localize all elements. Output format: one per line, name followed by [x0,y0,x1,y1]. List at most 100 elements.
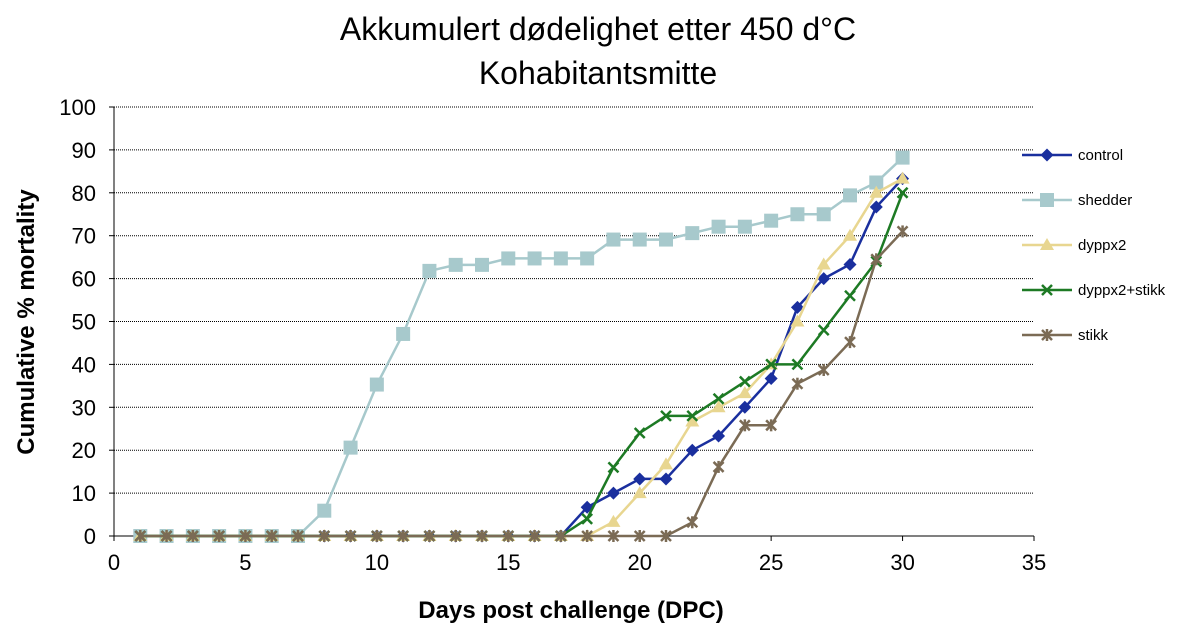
data-point [843,228,857,241]
series-dyppx2+stikk [134,186,909,542]
data-point [869,200,883,214]
series-line [140,230,904,538]
data-point [606,514,621,527]
legend-marker [1041,284,1053,296]
data-point [659,457,673,470]
data-point [765,358,778,371]
y-tick-label: 70 [72,224,96,249]
data-point [449,530,462,542]
data-point [895,171,910,184]
y-tick-label: 90 [72,138,96,163]
plot-area [133,150,910,543]
legend-marker [1041,329,1053,341]
data-point [134,530,147,542]
data-point [790,207,805,222]
data-point [501,251,516,266]
series-shedder [133,150,910,543]
data-point [685,226,700,241]
data-point [580,251,595,266]
data-point [632,486,647,499]
data-point [659,232,673,247]
y-axis-label: Cumulative % mortality [13,189,40,455]
data-point [422,263,437,278]
data-point [712,429,726,443]
data-point [344,530,357,542]
data-point [369,377,384,392]
data-point [423,530,436,542]
x-tick-label: 15 [496,550,520,575]
data-point [737,219,752,234]
data-point [580,500,594,514]
data-point [606,232,621,247]
axes [109,106,1035,541]
legend-marker [1040,148,1054,162]
data-point [685,414,700,427]
data-point [817,272,831,286]
data-point [265,530,278,542]
data-point [686,516,699,529]
data-point [712,392,725,405]
legend-label: shedder [1078,192,1132,209]
data-point [712,460,725,473]
x-tick-label: 25 [759,550,783,575]
data-point [764,213,779,228]
data-point [396,326,411,341]
data-point [633,530,646,542]
series-line [140,177,904,538]
data-point [660,409,672,422]
y-tick-label: 80 [72,181,96,206]
data-point [343,440,358,455]
data-point [553,251,568,266]
y-tick-label: 0 [84,524,96,549]
data-point [843,257,857,271]
data-point [790,300,804,314]
chart-subtitle: Kohabitantsmitte [479,55,717,91]
series-line [140,177,904,538]
data-point [711,400,726,413]
data-point [213,530,226,542]
data-point [711,219,726,234]
data-point [844,336,856,349]
x-tick-label: 30 [890,550,914,575]
data-point [817,324,830,336]
y-tick-label: 50 [72,310,96,335]
data-point [370,530,383,542]
data-point [685,443,699,457]
y-tick-label: 20 [72,438,96,463]
series-control [133,172,910,543]
y-tick-label: 100 [59,95,96,120]
legend-label: stikk [1078,327,1109,344]
data-point [527,251,542,266]
x-axis-label: Days post challenge (DPC) [418,597,723,624]
data-point [791,358,804,371]
data-point [816,207,831,222]
legend: control shedder dyppx2 dyppx2+stikk stikk [1022,147,1166,344]
data-point [632,232,647,247]
data-point [554,530,567,542]
y-tick-label: 40 [72,352,96,377]
data-point [607,530,620,542]
legend-label: dyppx2+stikk [1078,282,1166,299]
data-point [528,530,541,542]
data-point [896,186,909,199]
data-point [895,150,910,165]
data-point [239,530,252,542]
legend-marker [1040,193,1054,207]
data-point [607,461,620,474]
y-tick-label: 60 [72,267,96,292]
data-point [738,400,752,414]
data-point [738,375,751,388]
data-point [476,530,488,542]
series-stikk [134,225,909,542]
data-point [686,409,699,422]
data-point [791,377,804,390]
data-point [317,503,332,518]
legend-label: control [1078,147,1123,164]
data-point [581,512,594,525]
data-point [790,314,805,327]
data-point [475,257,489,272]
data-point [765,419,778,432]
data-point [397,530,410,542]
data-point [870,253,883,266]
